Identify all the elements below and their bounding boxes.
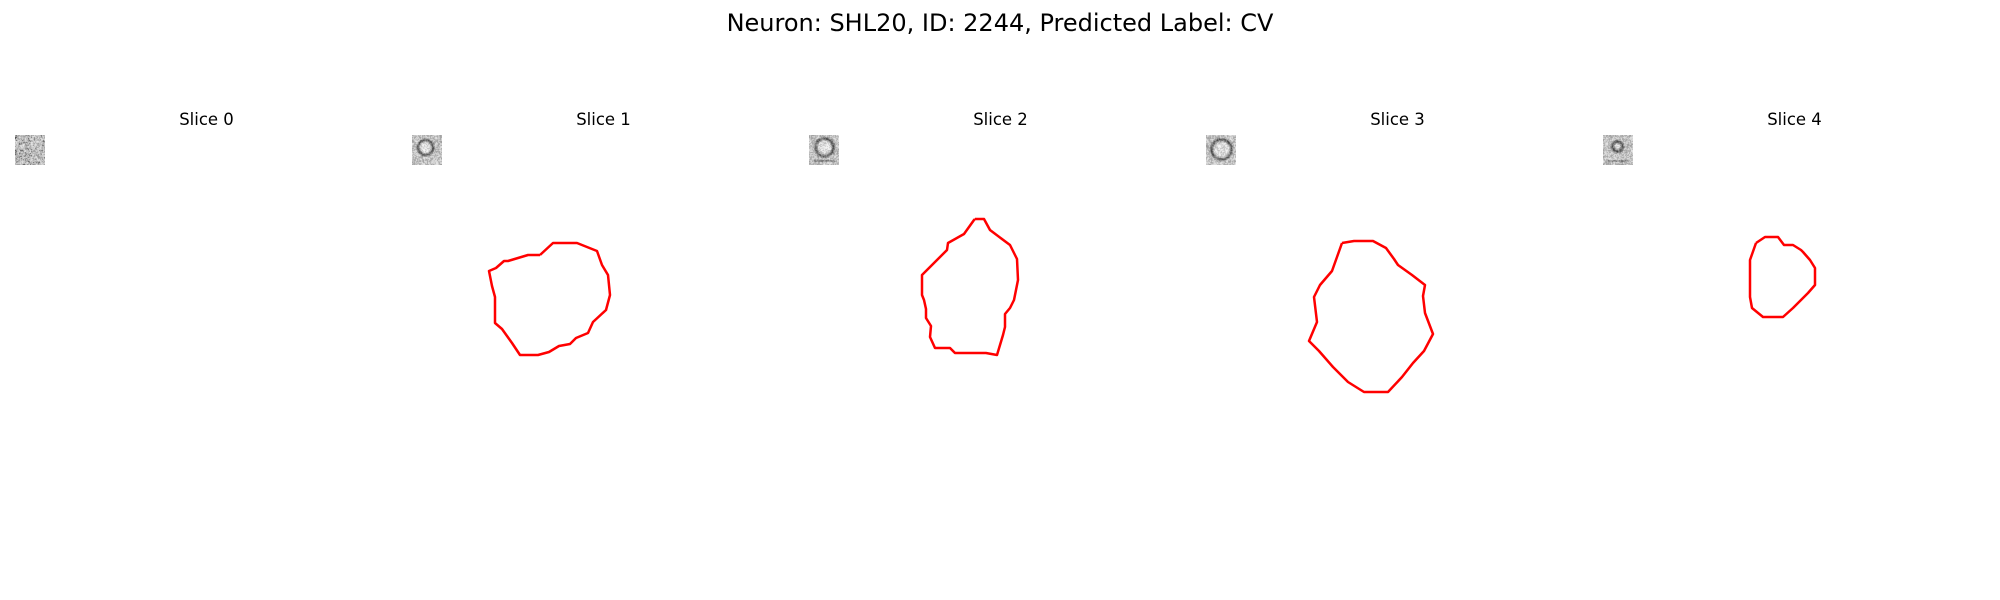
grayscale-patch bbox=[1206, 135, 1236, 165]
slice-panel-2: Slice 2 bbox=[809, 110, 1192, 518]
slice-title: Slice 4 bbox=[1767, 110, 1822, 129]
slice-panel-0: Slice 0 bbox=[15, 110, 398, 518]
segmentation-contour bbox=[1748, 235, 1817, 319]
slice-title: Slice 3 bbox=[1370, 110, 1425, 129]
grayscale-patch bbox=[1603, 135, 1633, 165]
slice-title: Slice 1 bbox=[576, 110, 631, 129]
slice-image bbox=[1603, 135, 1986, 518]
slice-image bbox=[412, 135, 795, 518]
slice-panel-1: Slice 1 bbox=[412, 110, 795, 518]
slice-title: Slice 2 bbox=[973, 110, 1028, 129]
slice-image bbox=[1206, 135, 1589, 518]
slice-image bbox=[15, 135, 398, 518]
segmentation-contour bbox=[1307, 239, 1435, 394]
grayscale-patch bbox=[809, 135, 839, 165]
slice-image bbox=[809, 135, 1192, 518]
segmentation-contour bbox=[487, 241, 612, 357]
slice-title: Slice 0 bbox=[179, 110, 234, 129]
slice-panel-3: Slice 3 bbox=[1206, 110, 1589, 518]
figure-title: Neuron: SHL20, ID: 2244, Predicted Label… bbox=[726, 9, 1274, 37]
grayscale-patch bbox=[412, 135, 442, 165]
segmentation-contour bbox=[920, 217, 1020, 357]
slice-panel-4: Slice 4 bbox=[1603, 110, 1986, 518]
grayscale-patch bbox=[15, 135, 45, 165]
